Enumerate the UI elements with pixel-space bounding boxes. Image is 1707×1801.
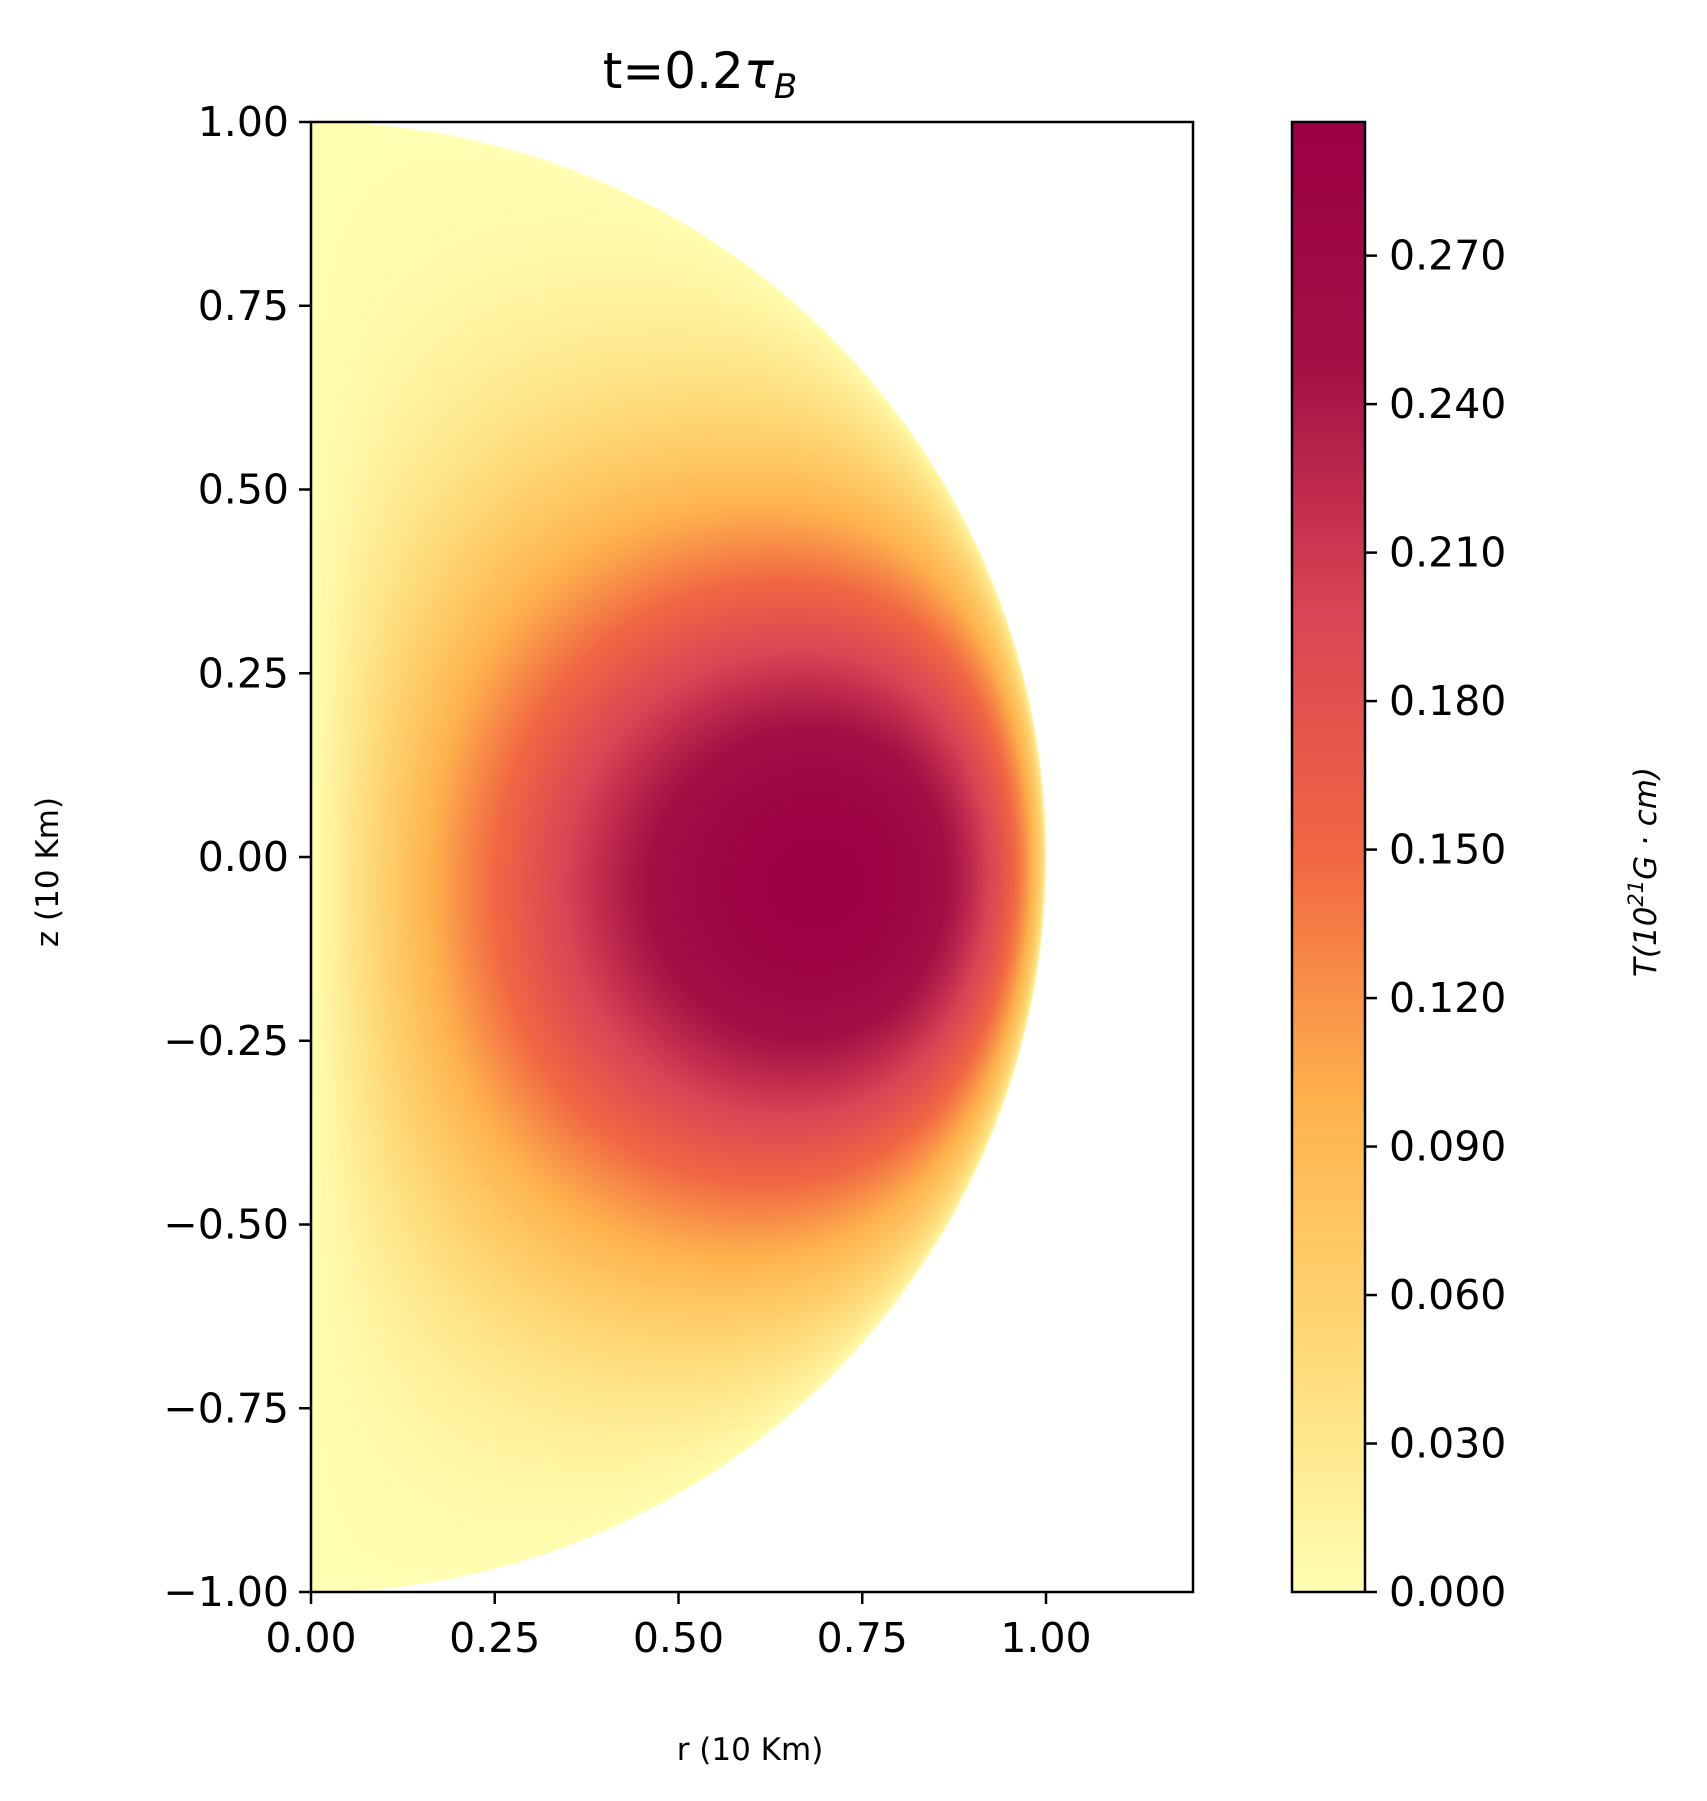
x-axis-ticks: 0.00 0.25 0.50 0.75 1.00 xyxy=(265,1592,1092,1662)
y-tick-label: −0.50 xyxy=(163,1201,289,1249)
colorbar-tick-label: 0.000 xyxy=(1389,1568,1506,1616)
x-tick-label: 1.00 xyxy=(1000,1614,1091,1662)
y-tick-label: 1.00 xyxy=(198,98,289,146)
colorbar-label-symbol: T xyxy=(1628,956,1664,977)
colorbar-tick-label: 0.180 xyxy=(1389,677,1506,725)
y-axis-label: z (10 Km) xyxy=(30,797,66,947)
y-tick-label: 0.50 xyxy=(198,466,289,514)
colorbar-tick-label: 0.240 xyxy=(1389,380,1506,428)
colorbar-tick-label: 0.030 xyxy=(1389,1420,1506,1468)
x-tick-label: 0.75 xyxy=(817,1614,908,1662)
x-tick-label: 0.25 xyxy=(449,1614,540,1662)
y-tick-label: −1.00 xyxy=(163,1568,289,1616)
y-tick-label: −0.25 xyxy=(163,1017,289,1065)
colorbar-tick-label: 0.060 xyxy=(1389,1271,1506,1319)
colorbar-label-base: (10 xyxy=(1628,907,1664,959)
colorbar-frame xyxy=(1290,120,1367,1594)
y-tick-label: 0.00 xyxy=(198,833,289,881)
y-axis-ticks: −1.00 −0.75 −0.50 −0.25 0.00 0.25 0.50 0.75 1.00 xyxy=(163,98,311,1616)
y-tick-label: −0.75 xyxy=(163,1384,289,1432)
title-tau-symbol: τ xyxy=(744,42,775,100)
x-axis-label: r (10 Km) xyxy=(677,1732,824,1768)
x-tick-label: 0.00 xyxy=(265,1614,356,1662)
colorbar-tick-label: 0.090 xyxy=(1389,1123,1506,1171)
y-tick-label: 0.75 xyxy=(198,282,289,330)
colorbar-tick-label: 0.150 xyxy=(1389,826,1506,874)
title-text: t=0.2 xyxy=(603,42,744,100)
y-tick-label: 0.25 xyxy=(198,649,289,697)
colorbar-label: T(1021G · cm) xyxy=(1624,767,1664,977)
colorbar-tick-label: 0.270 xyxy=(1389,232,1506,280)
colorbar-tick-label: 0.120 xyxy=(1389,974,1506,1022)
chart-title: t=0.2τB xyxy=(603,42,797,107)
title-subscript: B xyxy=(774,67,797,107)
colorbar-tick-label: 0.210 xyxy=(1389,529,1506,577)
colorbar-label-unit: G · cm) xyxy=(1628,767,1664,880)
colorbar xyxy=(1292,122,1365,1592)
colorbar-label-exponent: 21 xyxy=(1624,880,1648,907)
heatmap-field xyxy=(311,122,1193,1592)
x-tick-label: 0.50 xyxy=(633,1614,724,1662)
colorbar-ticks: 0.000 0.030 0.060 0.090 0.120 0.150 0.180 0.210… xyxy=(1365,232,1506,1616)
